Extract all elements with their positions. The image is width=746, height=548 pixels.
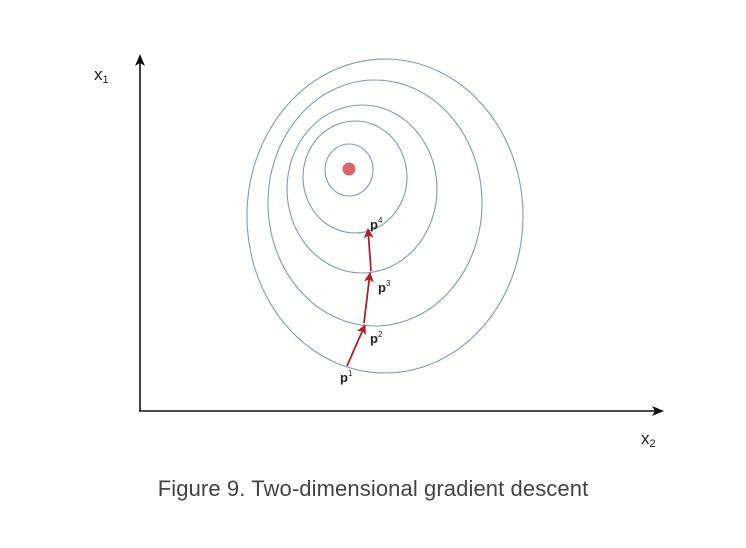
- contour-ring-4: [302, 120, 408, 234]
- contour-ring-5: [324, 143, 374, 197]
- step-arrow-3: [363, 228, 374, 272]
- step-arrow-2: [363, 272, 374, 324]
- figure-caption: Figure 9. Two-dimensional gradient desce…: [157, 476, 589, 501]
- point-label-p2: p2: [370, 330, 383, 346]
- point-label-p1: p1: [340, 369, 353, 385]
- point-label-p3: p3: [378, 279, 391, 295]
- horizontal-axis-label: x2: [641, 429, 656, 450]
- step-arrow-1: [346, 324, 366, 367]
- vertical-axis-label: x1: [94, 65, 109, 86]
- contour-lines: [246, 58, 524, 374]
- contour-ring-1: [246, 58, 524, 374]
- minimum-point: [342, 162, 356, 176]
- contour-ring-3: [286, 104, 438, 274]
- descent-steps: [346, 228, 374, 367]
- contour-ring-2: [267, 79, 483, 327]
- point-label-p4: p4: [370, 216, 383, 232]
